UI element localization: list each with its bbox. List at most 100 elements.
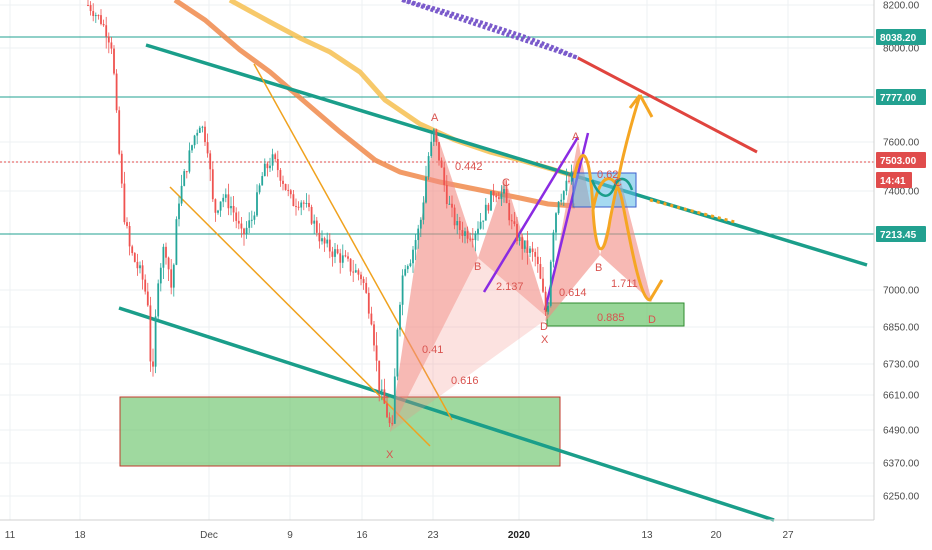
- candle-body: [149, 305, 152, 362]
- candle-body: [334, 249, 336, 257]
- candle-body: [477, 228, 479, 234]
- candle-body: [430, 141, 433, 157]
- candle-body: [500, 193, 503, 199]
- candle-body: [565, 180, 568, 192]
- pattern-label-15: 0.885: [597, 312, 625, 324]
- candle-body: [425, 176, 427, 203]
- candle-body: [378, 360, 381, 391]
- candle-body: [487, 204, 490, 211]
- candle-body: [417, 228, 420, 241]
- candle-body: [230, 205, 232, 209]
- y-tick-label: 6490.00: [883, 426, 920, 437]
- candle-body: [443, 167, 446, 186]
- candle-body: [224, 194, 227, 198]
- candle-body: [365, 282, 368, 293]
- harmonic-pattern-1: [390, 128, 548, 432]
- ma-purple-segment: [401, 0, 579, 60]
- candle-body: [243, 228, 245, 235]
- candle-body: [445, 185, 448, 205]
- candle-body: [170, 269, 173, 288]
- candle-body: [178, 203, 180, 220]
- pattern-label-13: D: [648, 314, 656, 326]
- y-tick-label: 6370.00: [883, 459, 920, 470]
- candle-body: [209, 153, 212, 170]
- pattern-labels: X A B C D 0.41 0.616 0.442 2.137 X A B C D 0.614 0.885 1…: [386, 112, 656, 461]
- candle-body: [250, 219, 253, 221]
- candle-body: [357, 270, 360, 275]
- price-badges: 8038.20 7777.00 7503.00 14:41 7213.45: [876, 29, 926, 242]
- candle-body: [318, 232, 321, 242]
- candle-body: [409, 263, 412, 267]
- pattern-label-6: 0.616: [451, 375, 479, 387]
- candle-body: [495, 195, 498, 198]
- candle-body: [188, 150, 191, 172]
- candle-body: [237, 220, 240, 224]
- candle-body: [211, 169, 214, 200]
- candle-body: [464, 231, 466, 236]
- candle-body: [375, 345, 378, 361]
- candle-body: [284, 183, 287, 190]
- candle-body: [110, 42, 113, 49]
- candle-body: [516, 223, 518, 241]
- x-tick-label: 16: [356, 530, 368, 541]
- candle-body: [313, 220, 316, 224]
- candle-body: [240, 223, 243, 229]
- candle-body: [144, 279, 147, 292]
- candle-body: [531, 248, 534, 252]
- purple-channel-lower: [482, 136, 580, 293]
- candle-body: [102, 23, 105, 26]
- candle-body: [198, 127, 201, 133]
- forecast-path: [572, 94, 664, 302]
- candle-body: [196, 132, 199, 136]
- upper-teal-trendline: [145, 43, 868, 267]
- candle-body: [560, 199, 563, 202]
- price-badge-1: 7777.00: [880, 93, 917, 104]
- candle-body: [308, 202, 310, 207]
- candle-body: [349, 258, 352, 272]
- x-tick-label: 2020: [508, 530, 531, 541]
- candle-body: [204, 126, 206, 143]
- candle-body: [529, 248, 531, 253]
- candle-body: [469, 238, 472, 240]
- candle-body: [458, 220, 461, 231]
- ma-purple-line: [402, 0, 579, 60]
- pattern-label-7: 0.442: [455, 161, 483, 173]
- candle-body: [253, 215, 256, 220]
- candle-body: [526, 240, 529, 253]
- candle-body: [126, 222, 128, 227]
- candle-body: [292, 194, 295, 207]
- candle-body: [139, 265, 141, 269]
- pattern-label-9: X: [541, 334, 549, 346]
- candle-body: [94, 15, 97, 17]
- candle-body: [484, 204, 487, 221]
- candle-body: [235, 212, 238, 221]
- pattern-label-8: 2.137: [496, 281, 524, 293]
- price-badge-2: 7503.00: [880, 156, 917, 167]
- candle-body: [466, 231, 469, 239]
- candle-body: [341, 255, 344, 263]
- candle-body: [568, 180, 570, 182]
- candle-body: [321, 238, 323, 242]
- x-axis[interactable]: 11 18 Dec 9 16 23 2020 13 20 27: [5, 530, 794, 541]
- pattern-label-5: 0.41: [422, 344, 443, 356]
- pattern-label-3: C: [502, 177, 510, 189]
- candle-body: [263, 163, 266, 177]
- candle-body: [165, 246, 167, 258]
- candle-body: [217, 210, 219, 213]
- y-axis[interactable]: 8200.00 8000.00 7600.00 7400.00 7000.00 6850.…: [883, 1, 920, 503]
- candle-body: [282, 180, 284, 184]
- price-badge-bg: [876, 226, 926, 242]
- candle-body: [562, 191, 565, 200]
- candle-body: [521, 237, 524, 249]
- candle-body: [154, 316, 157, 367]
- y-tick-label: 7600.00: [883, 138, 920, 149]
- price-badge-0: 8038.20: [880, 33, 917, 44]
- candle-body: [180, 185, 183, 204]
- candle-body: [448, 203, 451, 205]
- candle-body: [97, 15, 100, 17]
- price-badge-bg: [876, 172, 912, 188]
- candle-body: [386, 403, 388, 418]
- candle-body: [490, 191, 492, 211]
- candle-body: [471, 238, 474, 241]
